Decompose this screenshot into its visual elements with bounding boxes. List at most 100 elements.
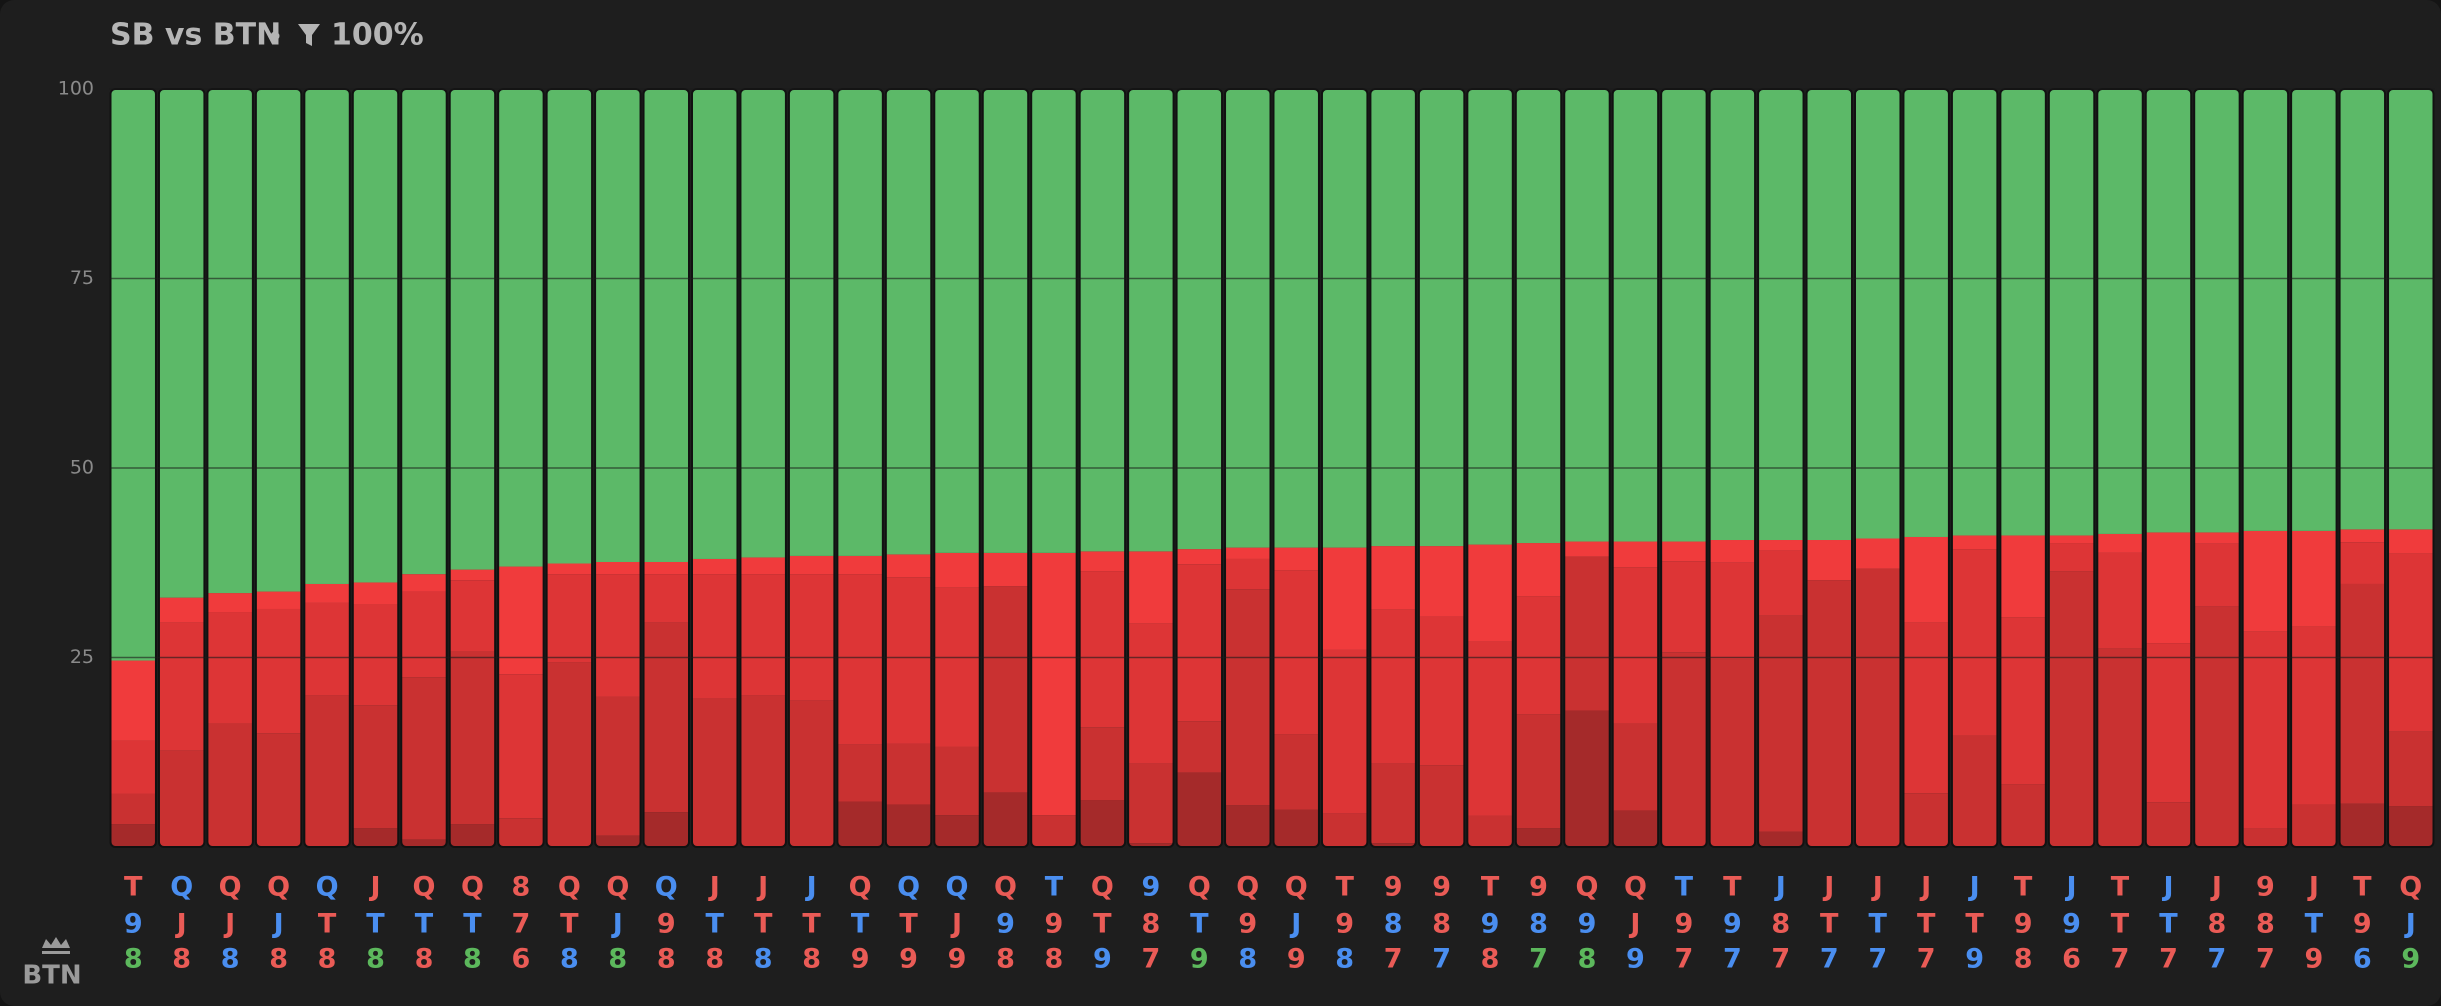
card-label: J <box>2307 872 2319 903</box>
bar-segment <box>885 804 932 847</box>
card-label: 8 <box>1141 909 1160 940</box>
bar-segment <box>1370 546 1416 610</box>
card-label: T <box>1093 909 1112 940</box>
bar-segment <box>2194 89 2240 533</box>
bar-segment <box>158 89 205 598</box>
card-label: Q <box>316 872 339 903</box>
card-label: J <box>1774 872 1786 903</box>
bar-segment <box>2097 648 2143 847</box>
bar-segment <box>740 695 786 847</box>
y-tick-label: 75 <box>70 267 94 289</box>
bar-segment <box>1079 89 1126 552</box>
card-label: 6 <box>511 944 530 975</box>
bar-segment <box>2048 89 2095 536</box>
card-label: Q <box>461 872 484 903</box>
bar-segment <box>1903 622 1949 794</box>
bar-segment <box>158 597 205 623</box>
bar-segment <box>1758 831 1804 847</box>
card-label: 9 <box>948 944 967 975</box>
card-label: 9 <box>1965 944 1984 975</box>
bar-segment <box>546 574 593 663</box>
bar-segment <box>255 89 302 592</box>
card-label: Q <box>170 872 193 903</box>
bar-segment <box>2048 535 2095 544</box>
bar-segment <box>158 750 205 847</box>
card-label: 8 <box>172 944 191 975</box>
bar-segment <box>595 89 641 562</box>
card-label: 9 <box>1674 909 1693 940</box>
bar-segment <box>1903 89 1949 537</box>
card-label: Q <box>558 872 581 903</box>
bar-segment <box>1370 763 1416 844</box>
bar-segment <box>1031 89 1077 553</box>
card-label: J <box>2065 872 2077 903</box>
bar-segment <box>449 89 496 570</box>
card-label: J <box>1289 909 1301 940</box>
card-label: 9 <box>1481 909 1500 940</box>
card-label: J <box>2210 872 2222 903</box>
card-label: Q <box>219 872 242 903</box>
bar-segment <box>304 583 350 603</box>
bar-segment <box>740 557 786 575</box>
bar-segment <box>352 705 399 829</box>
card-label: J <box>756 872 768 903</box>
bar-segment <box>2097 89 2143 534</box>
bar-segment <box>304 695 350 847</box>
card-label: Q <box>1285 872 1308 903</box>
bar-segment <box>2388 731 2434 807</box>
card-label: J <box>272 909 284 940</box>
card-label: Q <box>606 872 629 903</box>
bar-segment <box>1758 89 1804 541</box>
card-label: T <box>1869 909 1888 940</box>
bar-segment <box>401 839 447 847</box>
card-label: 8 <box>560 944 579 975</box>
bar-segment <box>110 660 156 741</box>
bar-segment <box>2339 529 2386 543</box>
bar-segment <box>1612 723 1659 811</box>
card-label: 8 <box>608 944 627 975</box>
bar-segment <box>2242 89 2289 531</box>
bar-segment <box>1515 714 1562 829</box>
card-label: Q <box>1576 872 1599 903</box>
bar-segment <box>1612 89 1659 542</box>
card-label: Q <box>2399 872 2422 903</box>
separator-dot <box>270 31 280 41</box>
bar-segment <box>352 89 399 583</box>
bar-segment <box>2242 828 2289 847</box>
bar-segment <box>2097 533 2143 553</box>
card-label: T <box>366 909 385 940</box>
card-label: 9 <box>2014 909 2033 940</box>
bar-segment <box>1273 570 1319 735</box>
bar-segment <box>1758 550 1804 616</box>
bar-segment <box>2291 89 2337 531</box>
bar-segment <box>2339 542 2386 584</box>
card-label: 8 <box>415 944 434 975</box>
bar-segment <box>401 677 447 840</box>
bar-segment <box>1515 828 1562 847</box>
bar-segment <box>788 555 835 575</box>
bar-segment <box>788 89 835 556</box>
bar-segment <box>1079 551 1126 572</box>
bar-segment <box>1661 541 1707 562</box>
card-label: T <box>1820 909 1839 940</box>
card-label: T <box>2111 909 2130 940</box>
bar-segment <box>1225 805 1271 847</box>
bar-segment <box>1273 89 1319 548</box>
bar-segment <box>2097 552 2143 649</box>
bar-segment <box>401 89 447 575</box>
bar-segment <box>837 555 883 575</box>
bar-segment <box>1855 89 1901 539</box>
bar-segment <box>110 793 156 825</box>
card-label: T <box>1675 872 1694 903</box>
bar-segment <box>2048 571 2095 847</box>
card-label: 8 <box>511 872 530 903</box>
bar-segment <box>1128 623 1174 764</box>
card-label: 9 <box>1093 944 1112 975</box>
bar-segment <box>2145 643 2192 803</box>
bar-segment <box>692 558 738 575</box>
bar-segment <box>1370 609 1416 764</box>
card-label: Q <box>1091 872 1114 903</box>
card-label: T <box>2353 872 2372 903</box>
card-label: J <box>2161 872 2173 903</box>
